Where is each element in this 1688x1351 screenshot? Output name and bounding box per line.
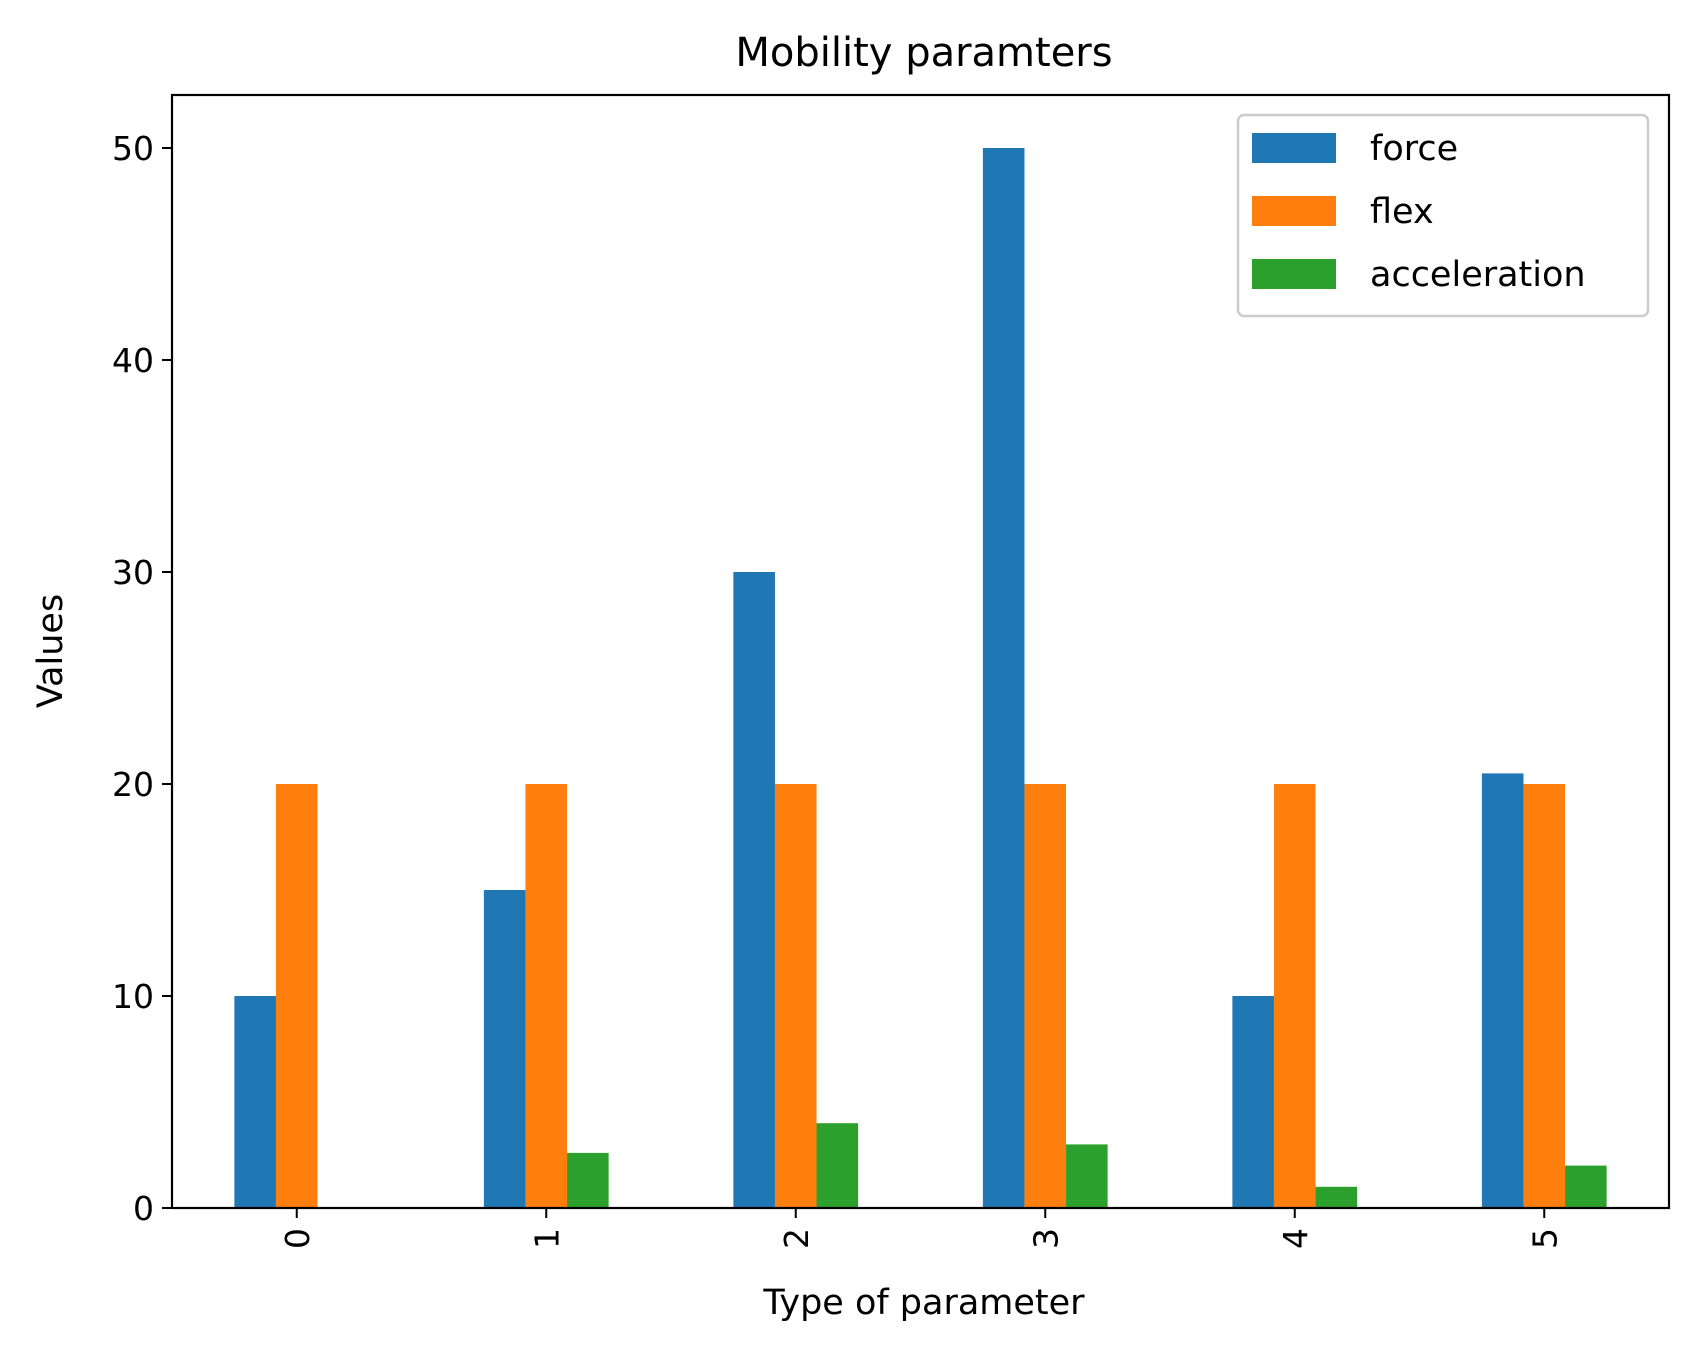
x-tick-label: 0 [278,1228,317,1249]
bar-force-1 [483,890,526,1208]
bar-flex-4 [1273,784,1316,1208]
legend: force flex acceleration [1236,113,1650,318]
y-tick-label: 20 [112,765,154,804]
bar-force-0 [234,996,276,1208]
legend-items: force flex acceleration [1252,129,1586,295]
legend-label-flex: flex [1370,192,1434,232]
legend-label-force: force [1370,129,1458,169]
legend-label-acceleration: acceleration [1370,255,1586,295]
x-tick-label: 1 [527,1228,566,1249]
y-tick-label: 30 [112,553,154,592]
x-tick-label: 4 [1276,1228,1315,1249]
bar-force-4 [1232,996,1274,1208]
x-axis: 0 1 2 3 4 5 [278,1208,1564,1249]
y-tick-label: 40 [112,341,154,380]
bar-flex-5 [1523,784,1566,1208]
y-tick-label: 0 [133,1189,154,1228]
y-axis: 0 10 20 30 40 50 [112,129,172,1228]
bar-acceleration-4 [1315,1186,1358,1208]
legend-frame [1236,113,1650,318]
bar-flex-2 [774,784,817,1208]
y-axis-label: Values [31,594,71,708]
legend-swatch-flex [1252,196,1336,226]
bar-flex-3 [1024,784,1067,1208]
bars-layer [234,148,1607,1208]
x-axis-label: Type of parameter [762,1283,1085,1323]
legend-swatch-acceleration [1252,259,1336,289]
bar-acceleration-1 [567,1152,609,1208]
bar-flex-1 [525,784,568,1208]
x-tick-label: 5 [1525,1228,1564,1249]
bar-force-2 [733,572,775,1208]
plot-frame [170,93,1671,1210]
bar-force-5 [1481,773,1524,1208]
bar-flex-0 [275,784,318,1208]
bar-force-3 [982,148,1025,1208]
bar-acceleration-3 [1066,1144,1108,1208]
chart-title: Mobility paramters [735,30,1112,76]
y-tick-label: 10 [112,977,154,1016]
x-tick-label: 2 [777,1228,816,1249]
bar-acceleration-5 [1565,1165,1607,1208]
bar-acceleration-2 [816,1123,859,1208]
y-tick-label: 50 [112,129,154,168]
x-tick-label: 3 [1026,1228,1065,1249]
legend-swatch-force [1252,133,1336,163]
